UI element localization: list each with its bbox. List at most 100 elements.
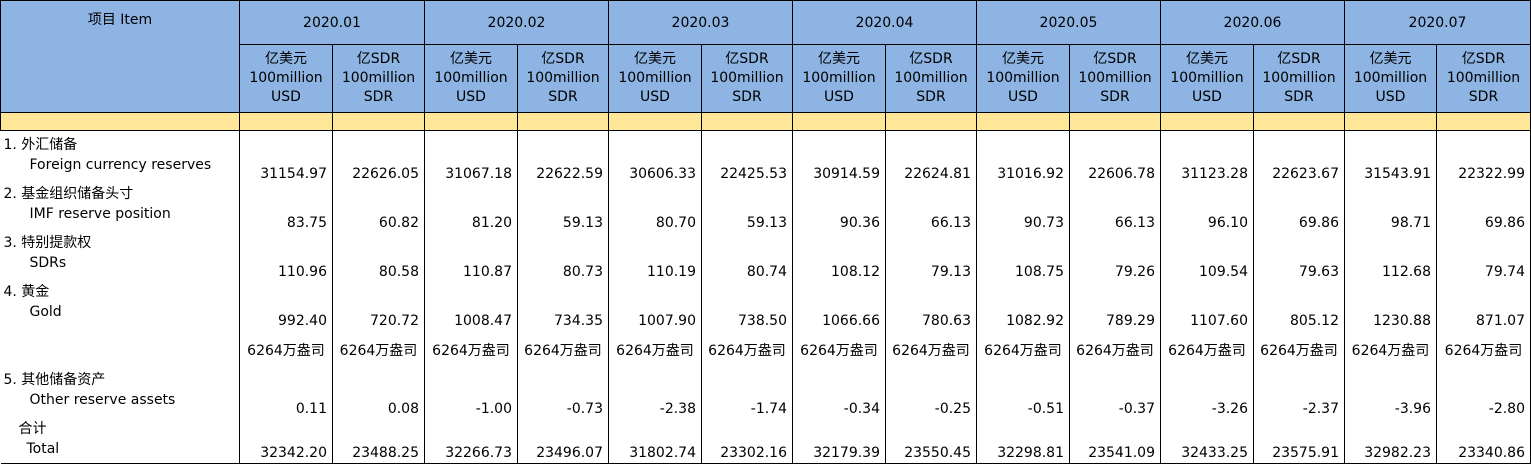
period-header: 2020.03: [608, 0, 793, 45]
value-cell: 992.40: [239, 282, 333, 331]
value-cell: -0.73: [517, 370, 609, 419]
value-cell: 79.63: [1253, 233, 1345, 282]
row-label: 3. 特别提款权 SDRs: [1, 233, 240, 282]
value-cell: 31067.18: [424, 135, 518, 184]
period-header-row: 项目 Item 2020.01 2020.02 2020.03 2020.04 …: [0, 0, 1531, 113]
row-label: [1, 331, 240, 370]
value-cell: 31154.97: [239, 135, 333, 184]
value-cell: -0.34: [792, 370, 886, 419]
value-cell: 23575.91: [1253, 419, 1345, 464]
value-cell: 6264万盎司: [239, 331, 333, 370]
value-cell: 720.72: [332, 282, 425, 331]
unit-usd-header: 亿美元 100million USD: [608, 44, 702, 113]
value-cell: 32266.73: [424, 419, 518, 464]
period-header: 2020.05: [976, 0, 1161, 45]
value-cell: 6264万盎司: [792, 331, 886, 370]
value-cell: 23302.16: [701, 419, 793, 464]
value-cell: 6264万盎司: [1160, 331, 1254, 370]
value-cell: 6264万盎司: [885, 331, 977, 370]
value-cell: 23496.07: [517, 419, 609, 464]
row-label-zh: 2. 基金组织储备头寸: [3, 186, 134, 202]
row-label-zh: 1. 外汇储备: [3, 137, 78, 153]
value-cell: 22623.67: [1253, 135, 1345, 184]
row-label-en: SDRs: [29, 255, 67, 271]
value-cell: 871.07: [1436, 282, 1531, 331]
row-label: 4. 黄金 Gold: [1, 282, 240, 331]
value-cell: 23541.09: [1069, 419, 1161, 464]
unit-sdr-header: 亿SDR 100million SDR: [1069, 44, 1161, 113]
value-cell: 31802.74: [608, 419, 702, 464]
value-cell: 1230.88: [1344, 282, 1437, 331]
value-cell: 23550.45: [885, 419, 977, 464]
value-cell: -2.80: [1436, 370, 1531, 419]
value-cell: -1.74: [701, 370, 793, 419]
unit-usd-header: 亿美元 100million USD: [424, 44, 518, 113]
value-cell: 1066.66: [792, 282, 886, 331]
value-cell: 80.74: [701, 233, 793, 282]
total-row: 合计 Total 32342.20 23488.25 32266.73 23496.07 3…: [0, 419, 1531, 464]
period-header: 2020.07: [1344, 0, 1531, 45]
value-cell: 81.20: [424, 184, 518, 233]
row-label-zh: 4. 黄金: [3, 284, 50, 300]
row-label-en: Other reserve assets: [29, 392, 176, 408]
value-cell: 80.73: [517, 233, 609, 282]
value-cell: 22624.81: [885, 135, 977, 184]
value-cell: 6264万盎司: [1253, 331, 1345, 370]
unit-usd-header: 亿美元 100million USD: [792, 44, 886, 113]
value-cell: 23340.86: [1436, 419, 1531, 464]
table-row: 5. 其他储备资产 Other reserve assets 0.11 0.08 -1.…: [1, 370, 1531, 419]
value-cell: -3.96: [1344, 370, 1437, 419]
value-cell: -3.26: [1160, 370, 1254, 419]
unit-sdr-header: 亿SDR 100million SDR: [1253, 44, 1345, 113]
value-cell: 32433.25: [1160, 419, 1254, 464]
value-cell: 79.26: [1069, 233, 1161, 282]
value-cell: 6264万盎司: [1436, 331, 1531, 370]
value-cell: 32298.81: [976, 419, 1070, 464]
value-cell: 789.29: [1069, 282, 1161, 331]
item-column-header: 项目 Item: [0, 0, 240, 113]
value-cell: 90.36: [792, 184, 886, 233]
unit-sdr-header: 亿SDR 100million SDR: [332, 44, 425, 113]
value-cell: 1082.92: [976, 282, 1070, 331]
table-row: 3. 特别提款权 SDRs 110.96 80.58 110.87 80.73 110.19…: [1, 233, 1531, 282]
unit-sdr-header: 亿SDR 100million SDR: [885, 44, 977, 113]
gold-ounces-row: 6264万盎司 6264万盎司 6264万盎司 6264万盎司 6264万盎司 6264万…: [1, 331, 1531, 370]
unit-sdr-header: 亿SDR 100million SDR: [517, 44, 609, 113]
value-cell: 6264万盎司: [332, 331, 425, 370]
unit-usd-header: 亿美元 100million USD: [976, 44, 1070, 113]
value-cell: 96.10: [1160, 184, 1254, 233]
value-cell: 66.13: [885, 184, 977, 233]
value-cell: 22425.53: [701, 135, 793, 184]
row-label: 1. 外汇储备 Foreign currency reserves: [1, 135, 240, 184]
table-row: 1. 外汇储备 Foreign currency reserves 31154.97…: [1, 135, 1531, 184]
value-cell: 66.13: [1069, 184, 1161, 233]
row-label: 5. 其他储备资产 Other reserve assets: [1, 370, 240, 419]
value-cell: 83.75: [239, 184, 333, 233]
unit-header-row: 亿美元 100million USD 亿SDR 100million SDR 亿美元 10…: [1, 44, 1531, 113]
value-cell: 80.58: [332, 233, 425, 282]
row-label-en: Gold: [29, 304, 62, 320]
row-label-en: IMF reserve position: [29, 206, 171, 222]
value-cell: 59.13: [701, 184, 793, 233]
value-cell: 69.86: [1436, 184, 1531, 233]
period-header: 2020.02: [424, 0, 609, 45]
value-cell: -0.37: [1069, 370, 1161, 419]
value-cell: 23488.25: [332, 419, 425, 464]
value-cell: -2.38: [608, 370, 702, 419]
spacer-row: [1, 130, 1531, 135]
period-header: 2020.01: [239, 0, 425, 45]
value-cell: 30606.33: [608, 135, 702, 184]
value-cell: 0.11: [239, 370, 333, 419]
value-cell: 30914.59: [792, 135, 886, 184]
value-cell: 6264万盎司: [1344, 331, 1437, 370]
unit-usd-header: 亿美元 100million USD: [239, 44, 333, 113]
value-cell: 69.86: [1253, 184, 1345, 233]
row-label-en: Foreign currency reserves: [29, 157, 212, 173]
value-cell: 110.19: [608, 233, 702, 282]
value-cell: 98.71: [1344, 184, 1437, 233]
value-cell: 6264万盎司: [517, 331, 609, 370]
value-cell: 59.13: [517, 184, 609, 233]
value-cell: 31123.28: [1160, 135, 1254, 184]
value-cell: -0.25: [885, 370, 977, 419]
